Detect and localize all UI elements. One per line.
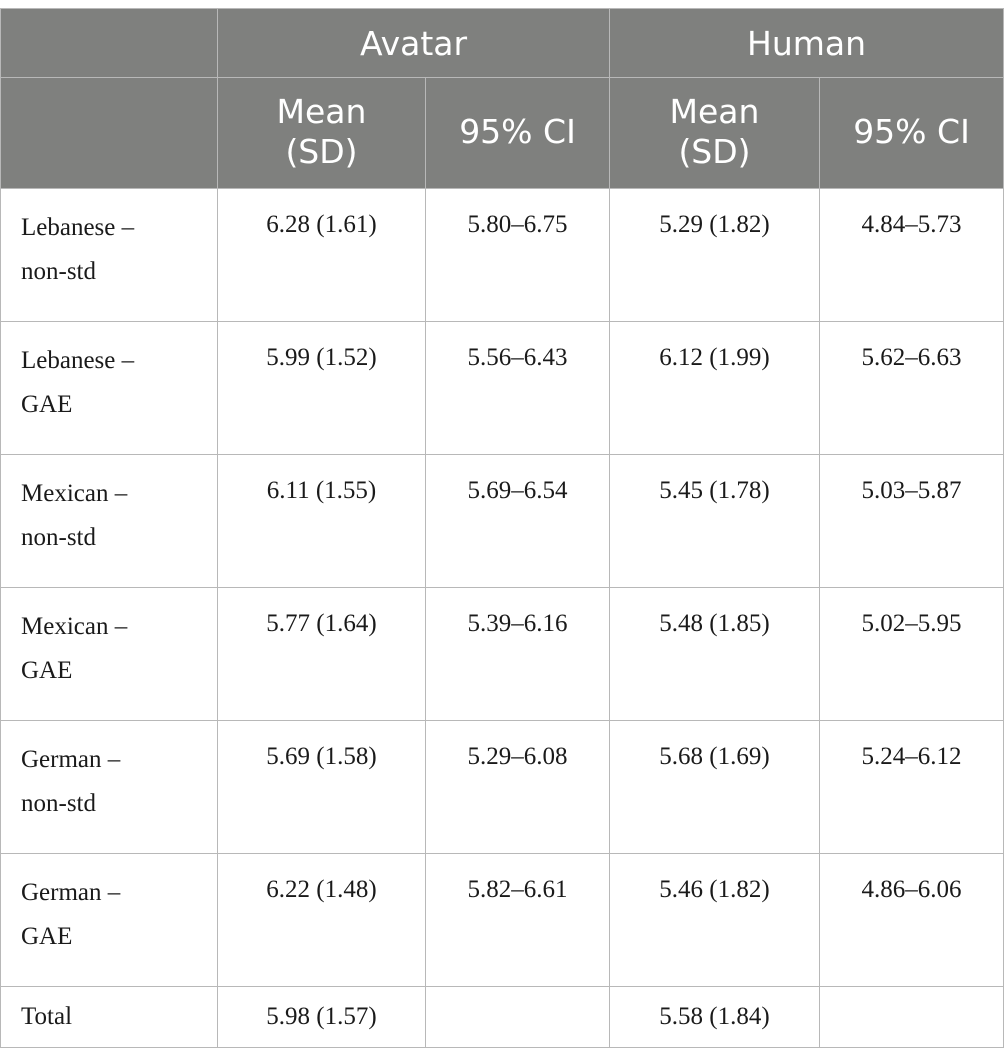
- row-label-line: Lebanese –: [21, 347, 135, 374]
- human-ci-cell: [818, 986, 1005, 1048]
- header-human-ci: 95% CI: [818, 77, 1005, 189]
- human-ci-cell: 5.02–5.95: [818, 587, 1005, 721]
- human-mean-cell: 5.45 (1.78): [609, 454, 820, 588]
- row-label-line: Mexican –: [21, 480, 128, 507]
- header-line: Mean: [276, 92, 367, 131]
- human-mean-cell: 5.29 (1.82): [609, 188, 820, 322]
- table-row: German – non-std 5.69 (1.58) 5.29–6.08 5…: [0, 720, 1005, 854]
- avatar-ci-cell: 5.80–6.75: [425, 188, 610, 322]
- header-corner-cell: [0, 77, 218, 189]
- header-line: 95% CI: [853, 112, 970, 151]
- human-mean-cell: 5.58 (1.84): [609, 986, 820, 1048]
- row-label-line: non-std: [21, 790, 96, 817]
- table-row: Mexican – non-std 6.11 (1.55) 5.69–6.54 …: [0, 454, 1005, 588]
- header-avatar-mean: Mean (SD): [217, 77, 426, 189]
- avatar-ci-cell: [425, 986, 610, 1048]
- avatar-mean-cell: 5.69 (1.58): [217, 720, 426, 854]
- human-mean-cell: 5.46 (1.82): [609, 853, 820, 987]
- avatar-ci-cell: 5.69–6.54: [425, 454, 610, 588]
- header-line: (SD): [678, 132, 751, 171]
- avatar-mean-cell: 5.98 (1.57): [217, 986, 426, 1048]
- table-row: Lebanese – non-std 6.28 (1.61) 5.80–6.75…: [0, 188, 1005, 322]
- human-ci-cell: 5.24–6.12: [818, 720, 1005, 854]
- total-row: Total 5.98 (1.57) 5.58 (1.84): [0, 986, 1005, 1048]
- row-label-line: GAE: [21, 657, 73, 684]
- row-label-line: non-std: [21, 258, 96, 285]
- human-mean-cell: 5.48 (1.85): [609, 587, 820, 721]
- row-label-line: GAE: [21, 391, 73, 418]
- row-label: Lebanese – non-std: [0, 188, 218, 322]
- row-label-line: GAE: [21, 923, 73, 950]
- row-label: Mexican – non-std: [0, 454, 218, 588]
- header-human-mean: Mean (SD): [609, 77, 820, 189]
- human-ci-cell: 5.03–5.87: [818, 454, 1005, 588]
- header-avatar-ci: 95% CI: [425, 77, 610, 189]
- row-label-line: German –: [21, 746, 121, 773]
- header-avatar: Avatar: [217, 8, 610, 78]
- human-ci-cell: 4.84–5.73: [818, 188, 1005, 322]
- table-row: German – GAE 6.22 (1.48) 5.82–6.61 5.46 …: [0, 853, 1005, 987]
- avatar-mean-cell: 5.77 (1.64): [217, 587, 426, 721]
- avatar-mean-cell: 6.28 (1.61): [217, 188, 426, 322]
- avatar-ci-cell: 5.56–6.43: [425, 321, 610, 455]
- table-row: Mexican – GAE 5.77 (1.64) 5.39–6.16 5.48…: [0, 587, 1005, 721]
- header-human: Human: [608, 8, 1005, 78]
- table-row: Lebanese – GAE 5.99 (1.52) 5.56–6.43 6.1…: [0, 321, 1005, 455]
- avatar-ci-cell: 5.82–6.61: [425, 853, 610, 987]
- row-label: Mexican – GAE: [0, 587, 218, 721]
- row-label-line: Lebanese –: [21, 214, 135, 241]
- header-group-row: Avatar Human: [0, 8, 1005, 78]
- human-ci-cell: 5.62–6.63: [818, 321, 1005, 455]
- header-line: Mean: [669, 92, 760, 131]
- avatar-mean-cell: 6.22 (1.48): [217, 853, 426, 987]
- avatar-ci-cell: 5.39–6.16: [425, 587, 610, 721]
- human-ci-cell: 4.86–6.06: [818, 853, 1005, 987]
- avatar-mean-cell: 5.99 (1.52): [217, 321, 426, 455]
- avatar-ci-cell: 5.29–6.08: [425, 720, 610, 854]
- avatar-mean-cell: 6.11 (1.55): [217, 454, 426, 588]
- human-mean-cell: 6.12 (1.99): [609, 321, 820, 455]
- header-sub-row: Mean (SD) 95% CI Mean (SD) 95% CI: [0, 77, 1005, 189]
- header-line: 95% CI: [459, 112, 576, 151]
- table-body: Lebanese – non-std 6.28 (1.61) 5.80–6.75…: [0, 188, 1005, 1048]
- row-label: German – non-std: [0, 720, 218, 854]
- row-label-line: non-std: [21, 524, 96, 551]
- human-mean-cell: 5.68 (1.69): [609, 720, 820, 854]
- row-label-line: German –: [21, 879, 121, 906]
- row-label: Lebanese – GAE: [0, 321, 218, 455]
- row-label: German – GAE: [0, 853, 218, 987]
- table-header: Avatar Human Mean (SD) 95% CI Mean (SD) …: [0, 8, 1005, 189]
- header-corner-cell: [0, 8, 218, 78]
- row-label-line: Mexican –: [21, 613, 128, 640]
- total-label: Total: [0, 986, 218, 1048]
- header-line: (SD): [285, 132, 358, 171]
- results-table: Avatar Human Mean (SD) 95% CI Mean (SD) …: [0, 8, 1005, 1048]
